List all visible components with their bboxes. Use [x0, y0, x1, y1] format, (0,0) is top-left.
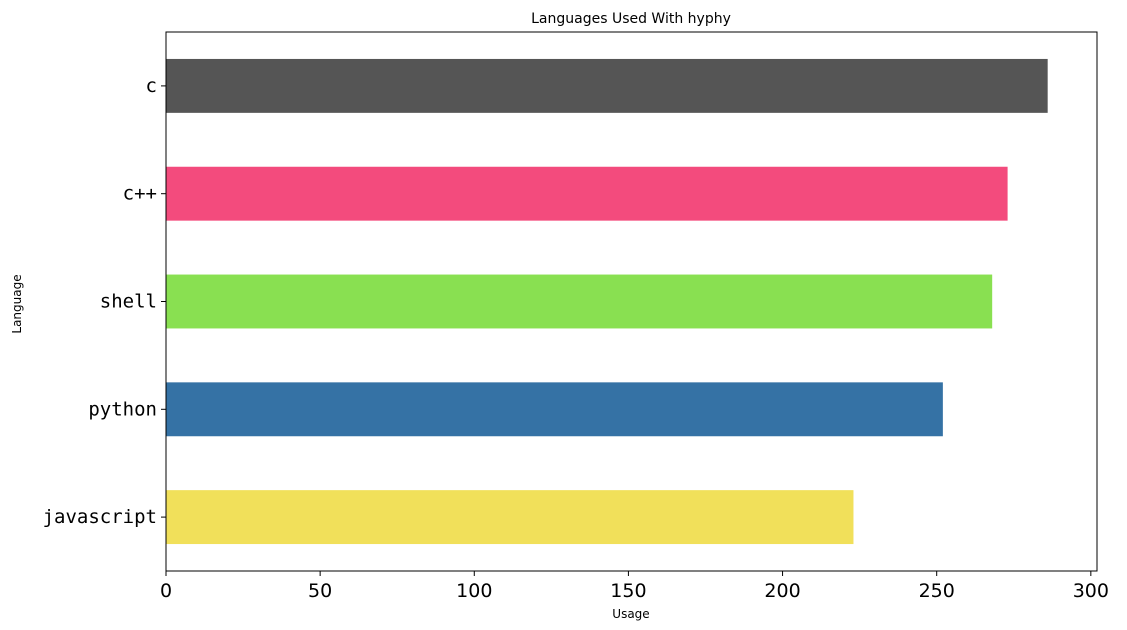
bar-c: [166, 58, 1048, 113]
y-tick-label: c: [146, 75, 157, 97]
x-tick-label: 250: [919, 580, 955, 602]
y-axis-ticks: c c++ shell python javascript: [43, 75, 166, 528]
x-tick-label: 50: [308, 580, 332, 602]
x-axis-ticks: 0 50 100 150 200 250 300: [160, 571, 1109, 602]
x-tick-label: 300: [1073, 580, 1109, 602]
bar-shell: [166, 274, 993, 329]
y-tick-label: javascript: [43, 506, 157, 528]
x-tick-label: 200: [764, 580, 800, 602]
y-tick-label: python: [88, 398, 157, 420]
bars-group: [166, 58, 1048, 545]
bar-python: [166, 382, 943, 437]
bar-javascript: [166, 490, 854, 545]
x-tick-label: 0: [160, 580, 172, 602]
chart-title: Languages Used With hyphy: [531, 11, 731, 27]
x-tick-label: 100: [456, 580, 492, 602]
bar-c-: [166, 166, 1008, 221]
y-tick-label: c++: [123, 183, 157, 205]
y-tick-label: shell: [100, 291, 157, 313]
y-axis-label: Language: [10, 274, 24, 333]
x-tick-label: 150: [610, 580, 646, 602]
x-axis-label: Usage: [612, 607, 649, 621]
